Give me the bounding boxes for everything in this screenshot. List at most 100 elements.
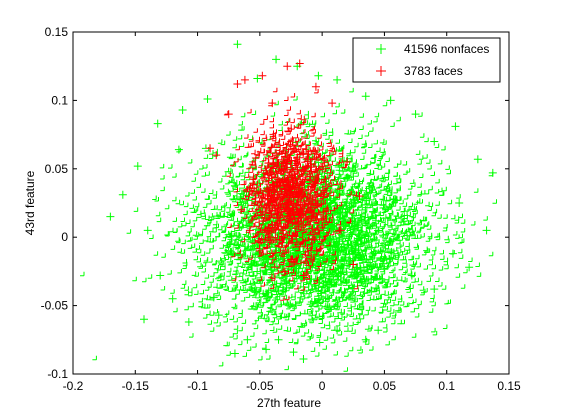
nonface-point (284, 301, 290, 307)
nonface-point (133, 207, 139, 212)
nonface-point (327, 294, 333, 299)
nonface-point (264, 338, 270, 343)
nonface-point (238, 262, 244, 267)
nonface-point (418, 155, 424, 160)
nonface-point (293, 96, 298, 101)
nonface-point (473, 188, 479, 193)
nonface-point (251, 319, 257, 325)
nonface-point (394, 255, 399, 260)
nonface-point (437, 214, 442, 219)
nonface-point (323, 284, 328, 290)
nonface-point (313, 260, 319, 266)
nonface-point (405, 168, 411, 173)
face-point (271, 149, 276, 154)
nonface-point (349, 321, 354, 327)
nonface-point (430, 171, 435, 176)
nonface-point (381, 290, 386, 295)
nonface-point (374, 112, 380, 118)
nonface-point (389, 268, 394, 274)
face-point (272, 87, 278, 93)
nonface-point (238, 276, 244, 282)
nonface-point (313, 299, 318, 304)
nonface-point (401, 255, 407, 261)
nonface-point (353, 304, 359, 310)
nonface-point (390, 301, 395, 307)
nonface-point (347, 272, 352, 277)
nonface-point (443, 214, 448, 219)
nonface-point (368, 143, 373, 148)
nonface-point (226, 203, 231, 209)
nonface-point (396, 178, 402, 184)
nonface-point (391, 273, 396, 278)
face-point (259, 120, 265, 125)
nonface-point (346, 149, 351, 155)
nonface-point (238, 126, 243, 131)
nonface-point (424, 189, 430, 195)
nonface-point (308, 120, 313, 125)
nonface-point (313, 287, 318, 293)
face-point (236, 249, 241, 254)
nonface-point (397, 276, 403, 281)
nonface-point (318, 312, 324, 317)
nonface-point (336, 280, 342, 285)
nonface-point (231, 303, 236, 308)
nonface-point (341, 202, 346, 207)
nonface-point (458, 254, 464, 259)
nonface-point (492, 199, 497, 204)
nonface-point (255, 293, 260, 299)
nonface-point (194, 290, 199, 295)
face-point (262, 134, 267, 139)
nonface-point (354, 142, 359, 148)
nonface-point (318, 278, 323, 284)
nonface-point (366, 194, 371, 200)
nonface-point (278, 126, 283, 131)
nonface-point (153, 251, 159, 256)
nonface-point (427, 165, 432, 170)
nonface-point (179, 200, 184, 206)
nonface-point (375, 290, 380, 295)
nonface-point (400, 207, 405, 213)
nonface-point (386, 215, 392, 220)
nonface-point (380, 148, 385, 153)
nonface-point (399, 199, 404, 205)
nonface-point (362, 142, 367, 148)
nonface-point (350, 237, 355, 242)
nonface-point (258, 355, 263, 361)
nonface-point (377, 156, 382, 161)
nonface-point (226, 192, 231, 197)
nonface-point (290, 306, 295, 312)
nonface-point (475, 262, 480, 267)
nonface-point (383, 280, 389, 285)
nonface-point (277, 279, 282, 284)
nonface-point (314, 352, 320, 357)
nonface-point (235, 172, 241, 177)
nonface-point (301, 319, 307, 325)
nonface-point (347, 306, 352, 312)
nonface-point (214, 264, 219, 270)
nonface-point (376, 161, 381, 167)
nonface-point (229, 173, 234, 178)
face-point (310, 125, 315, 131)
nonface-point (386, 282, 391, 288)
nonface-point (217, 284, 222, 289)
nonface-point (409, 212, 414, 218)
nonface-point (219, 185, 225, 190)
nonface-point (172, 196, 177, 202)
nonface-point (232, 179, 238, 185)
nonface-point (427, 206, 432, 211)
nonface-point (240, 213, 246, 218)
nonface-point (250, 245, 256, 251)
nonface-point (379, 247, 384, 253)
nonface-point (458, 239, 463, 244)
nonface-point (297, 322, 302, 327)
nonface-point (349, 289, 355, 294)
nonface-point (379, 239, 385, 244)
nonface-point (441, 145, 446, 151)
nonface-point (375, 190, 380, 195)
nonface-point (204, 286, 210, 291)
nonface-point (432, 330, 438, 336)
nonface-point (444, 264, 449, 270)
nonface-point (373, 275, 378, 280)
face-point (227, 223, 232, 228)
nonface-point (468, 257, 473, 262)
